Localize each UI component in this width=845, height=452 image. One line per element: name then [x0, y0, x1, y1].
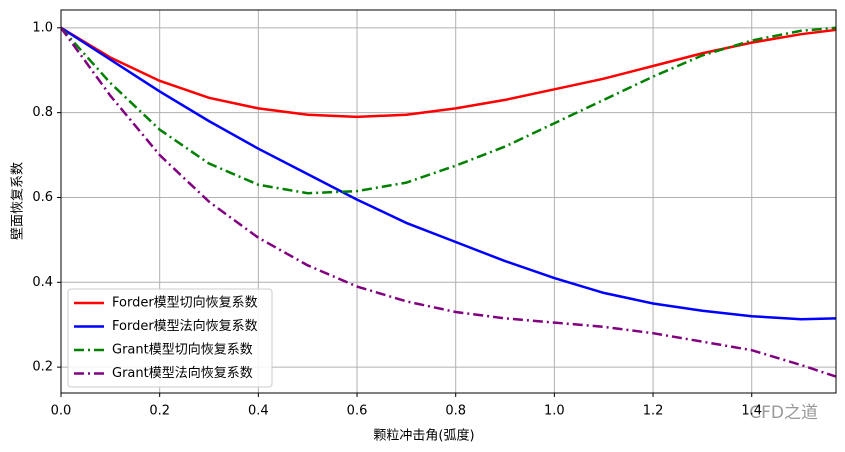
legend-box [67, 288, 273, 388]
series-line [61, 26, 836, 195]
x-axis-label: 颗粒冲击角(弧度) [373, 428, 474, 444]
x-tick-label: 1.4 [741, 404, 762, 419]
y-tick-label: 0.4 [32, 275, 53, 290]
watermark: CFD之道 [749, 403, 818, 423]
x-tick-label: 0.8 [445, 404, 466, 419]
plot-frame [60, 9, 837, 394]
y-tick-label: 0.8 [32, 105, 53, 120]
y-tick-label: 1.0 [32, 20, 53, 35]
y-axis-label: 壁面恢复系数 [11, 162, 26, 240]
x-tick-label: 1.0 [544, 404, 565, 419]
x-tick-label: 0.2 [149, 404, 170, 419]
series-line [61, 26, 836, 119]
y-tick-label: 0.2 [32, 360, 53, 375]
series-line [61, 27, 836, 378]
x-tick-label: 0.0 [51, 404, 72, 419]
x-tick-label: 1.2 [643, 404, 664, 419]
series-line [61, 26, 836, 321]
y-tick-label: 0.6 [32, 190, 53, 205]
legend-label: Grant模型法向恢复系数 [112, 365, 253, 381]
legend-label: Forder模型切向恢复系数 [112, 295, 258, 311]
x-tick-label: 0.4 [248, 404, 269, 419]
legend-label: Forder模型法向恢复系数 [112, 318, 258, 334]
x-tick-label: 0.6 [347, 404, 368, 419]
legend-label: Grant模型切向恢复系数 [112, 342, 253, 358]
